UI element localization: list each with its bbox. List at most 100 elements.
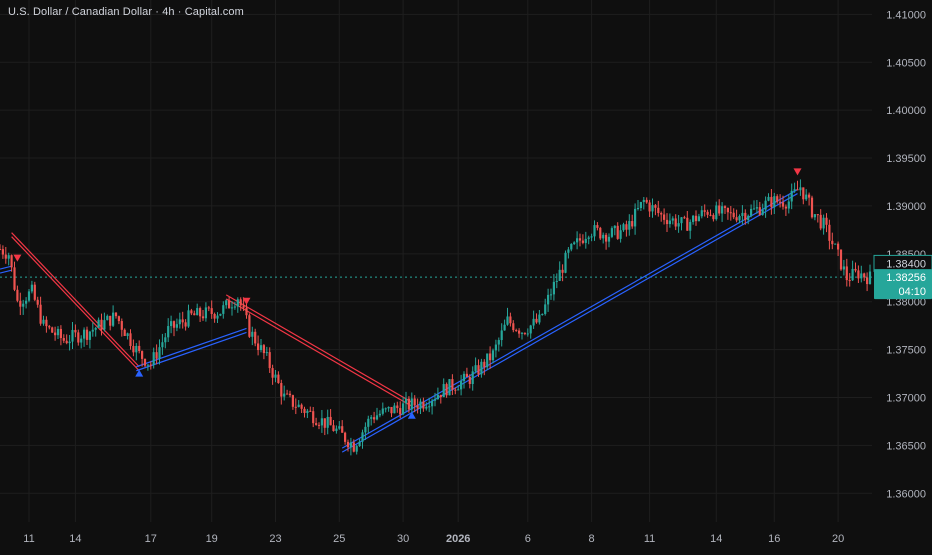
candle-body	[674, 218, 677, 227]
x-tick-label: 16	[768, 533, 780, 545]
candle-body	[831, 240, 834, 245]
candle-body	[158, 347, 161, 359]
candle-body	[106, 315, 109, 321]
x-tick-label: 30	[397, 533, 409, 545]
candle-body	[370, 417, 373, 419]
candle-body	[135, 345, 138, 353]
candle-body	[471, 371, 474, 385]
candle-body	[451, 379, 454, 390]
candle-body	[245, 307, 248, 316]
candle-body	[387, 406, 390, 409]
candle-body	[364, 426, 367, 433]
x-tick-label: 23	[269, 533, 281, 545]
candle-body	[274, 374, 277, 378]
sell-signal-icon	[13, 254, 22, 262]
candle-body	[486, 353, 489, 368]
candle-body	[196, 308, 199, 316]
candle-body	[109, 315, 112, 326]
candle-body	[779, 201, 782, 203]
candle-body	[584, 238, 587, 243]
candle-body	[320, 418, 323, 426]
candle-body	[489, 353, 492, 361]
candle-body	[460, 380, 463, 390]
candle-body	[1, 249, 4, 255]
candle-body	[228, 300, 231, 309]
candle-body	[312, 411, 315, 424]
candles	[0, 179, 872, 456]
candle-body	[123, 329, 126, 337]
candle-body	[810, 197, 814, 218]
candle-body	[338, 426, 341, 429]
candle-body	[700, 210, 703, 217]
candle-body	[822, 217, 825, 229]
candle-body	[48, 326, 51, 328]
candle-body	[619, 230, 622, 239]
candle-body	[294, 406, 297, 408]
candle-body	[781, 202, 785, 207]
x-tick-label: 14	[69, 533, 81, 545]
candle-body	[329, 416, 332, 426]
candle-body	[175, 324, 178, 328]
candle-body	[738, 216, 741, 221]
candle-body	[230, 307, 234, 309]
candle-body	[45, 319, 48, 327]
x-tick-label: 2026	[446, 533, 470, 545]
candle-body	[425, 406, 428, 409]
candle-body	[796, 189, 799, 191]
candle-body	[242, 305, 245, 308]
candle-body	[103, 320, 106, 330]
candle-body	[303, 408, 306, 413]
candle-body	[744, 212, 747, 221]
candle-body	[709, 214, 712, 216]
resistance-line	[225, 294, 413, 403]
candle-body	[834, 243, 837, 245]
candle-body	[694, 215, 698, 222]
support-line	[341, 193, 798, 453]
candle-body	[201, 316, 205, 319]
candle-body	[265, 352, 268, 354]
candle-body	[155, 352, 158, 359]
candle-body	[825, 217, 828, 225]
candle-body	[378, 413, 381, 416]
candle-body	[361, 432, 364, 442]
candle-body	[628, 221, 631, 230]
candle-body	[845, 266, 848, 281]
candle-body	[399, 408, 402, 415]
candle-body	[558, 269, 561, 281]
candle-body	[842, 266, 845, 270]
candle-body	[210, 308, 213, 314]
candle-body	[663, 214, 666, 220]
candle-body	[692, 215, 695, 222]
candle-body	[802, 187, 805, 200]
candle-body	[367, 418, 370, 427]
chart-title: U.S. Dollar / Canadian Dollar · 4h · Cap…	[8, 6, 244, 18]
candle-body	[590, 236, 593, 238]
candle-body	[752, 208, 756, 210]
candle-body	[129, 333, 132, 347]
candle-body	[184, 322, 187, 327]
candle-body	[222, 305, 225, 314]
candle-body	[83, 329, 86, 339]
y-tick-label: 1.40000	[886, 105, 926, 117]
candle-body	[828, 224, 831, 241]
candle-body	[248, 315, 251, 337]
candle-body	[523, 332, 526, 334]
candle-body	[520, 332, 524, 334]
candle-body	[100, 319, 103, 330]
candle-body	[416, 405, 419, 409]
candle-body	[529, 325, 532, 334]
candle-body	[190, 310, 193, 314]
candle-body	[85, 329, 89, 340]
candle-body	[280, 383, 283, 397]
candle-body	[349, 442, 352, 448]
candle-body	[207, 307, 210, 309]
candle-body	[639, 202, 642, 209]
candle-body	[808, 194, 811, 198]
candle-body	[384, 408, 387, 410]
candle-body	[518, 330, 521, 334]
candle-body	[132, 346, 135, 353]
candle-body	[631, 221, 634, 227]
x-tick-label: 25	[333, 533, 345, 545]
